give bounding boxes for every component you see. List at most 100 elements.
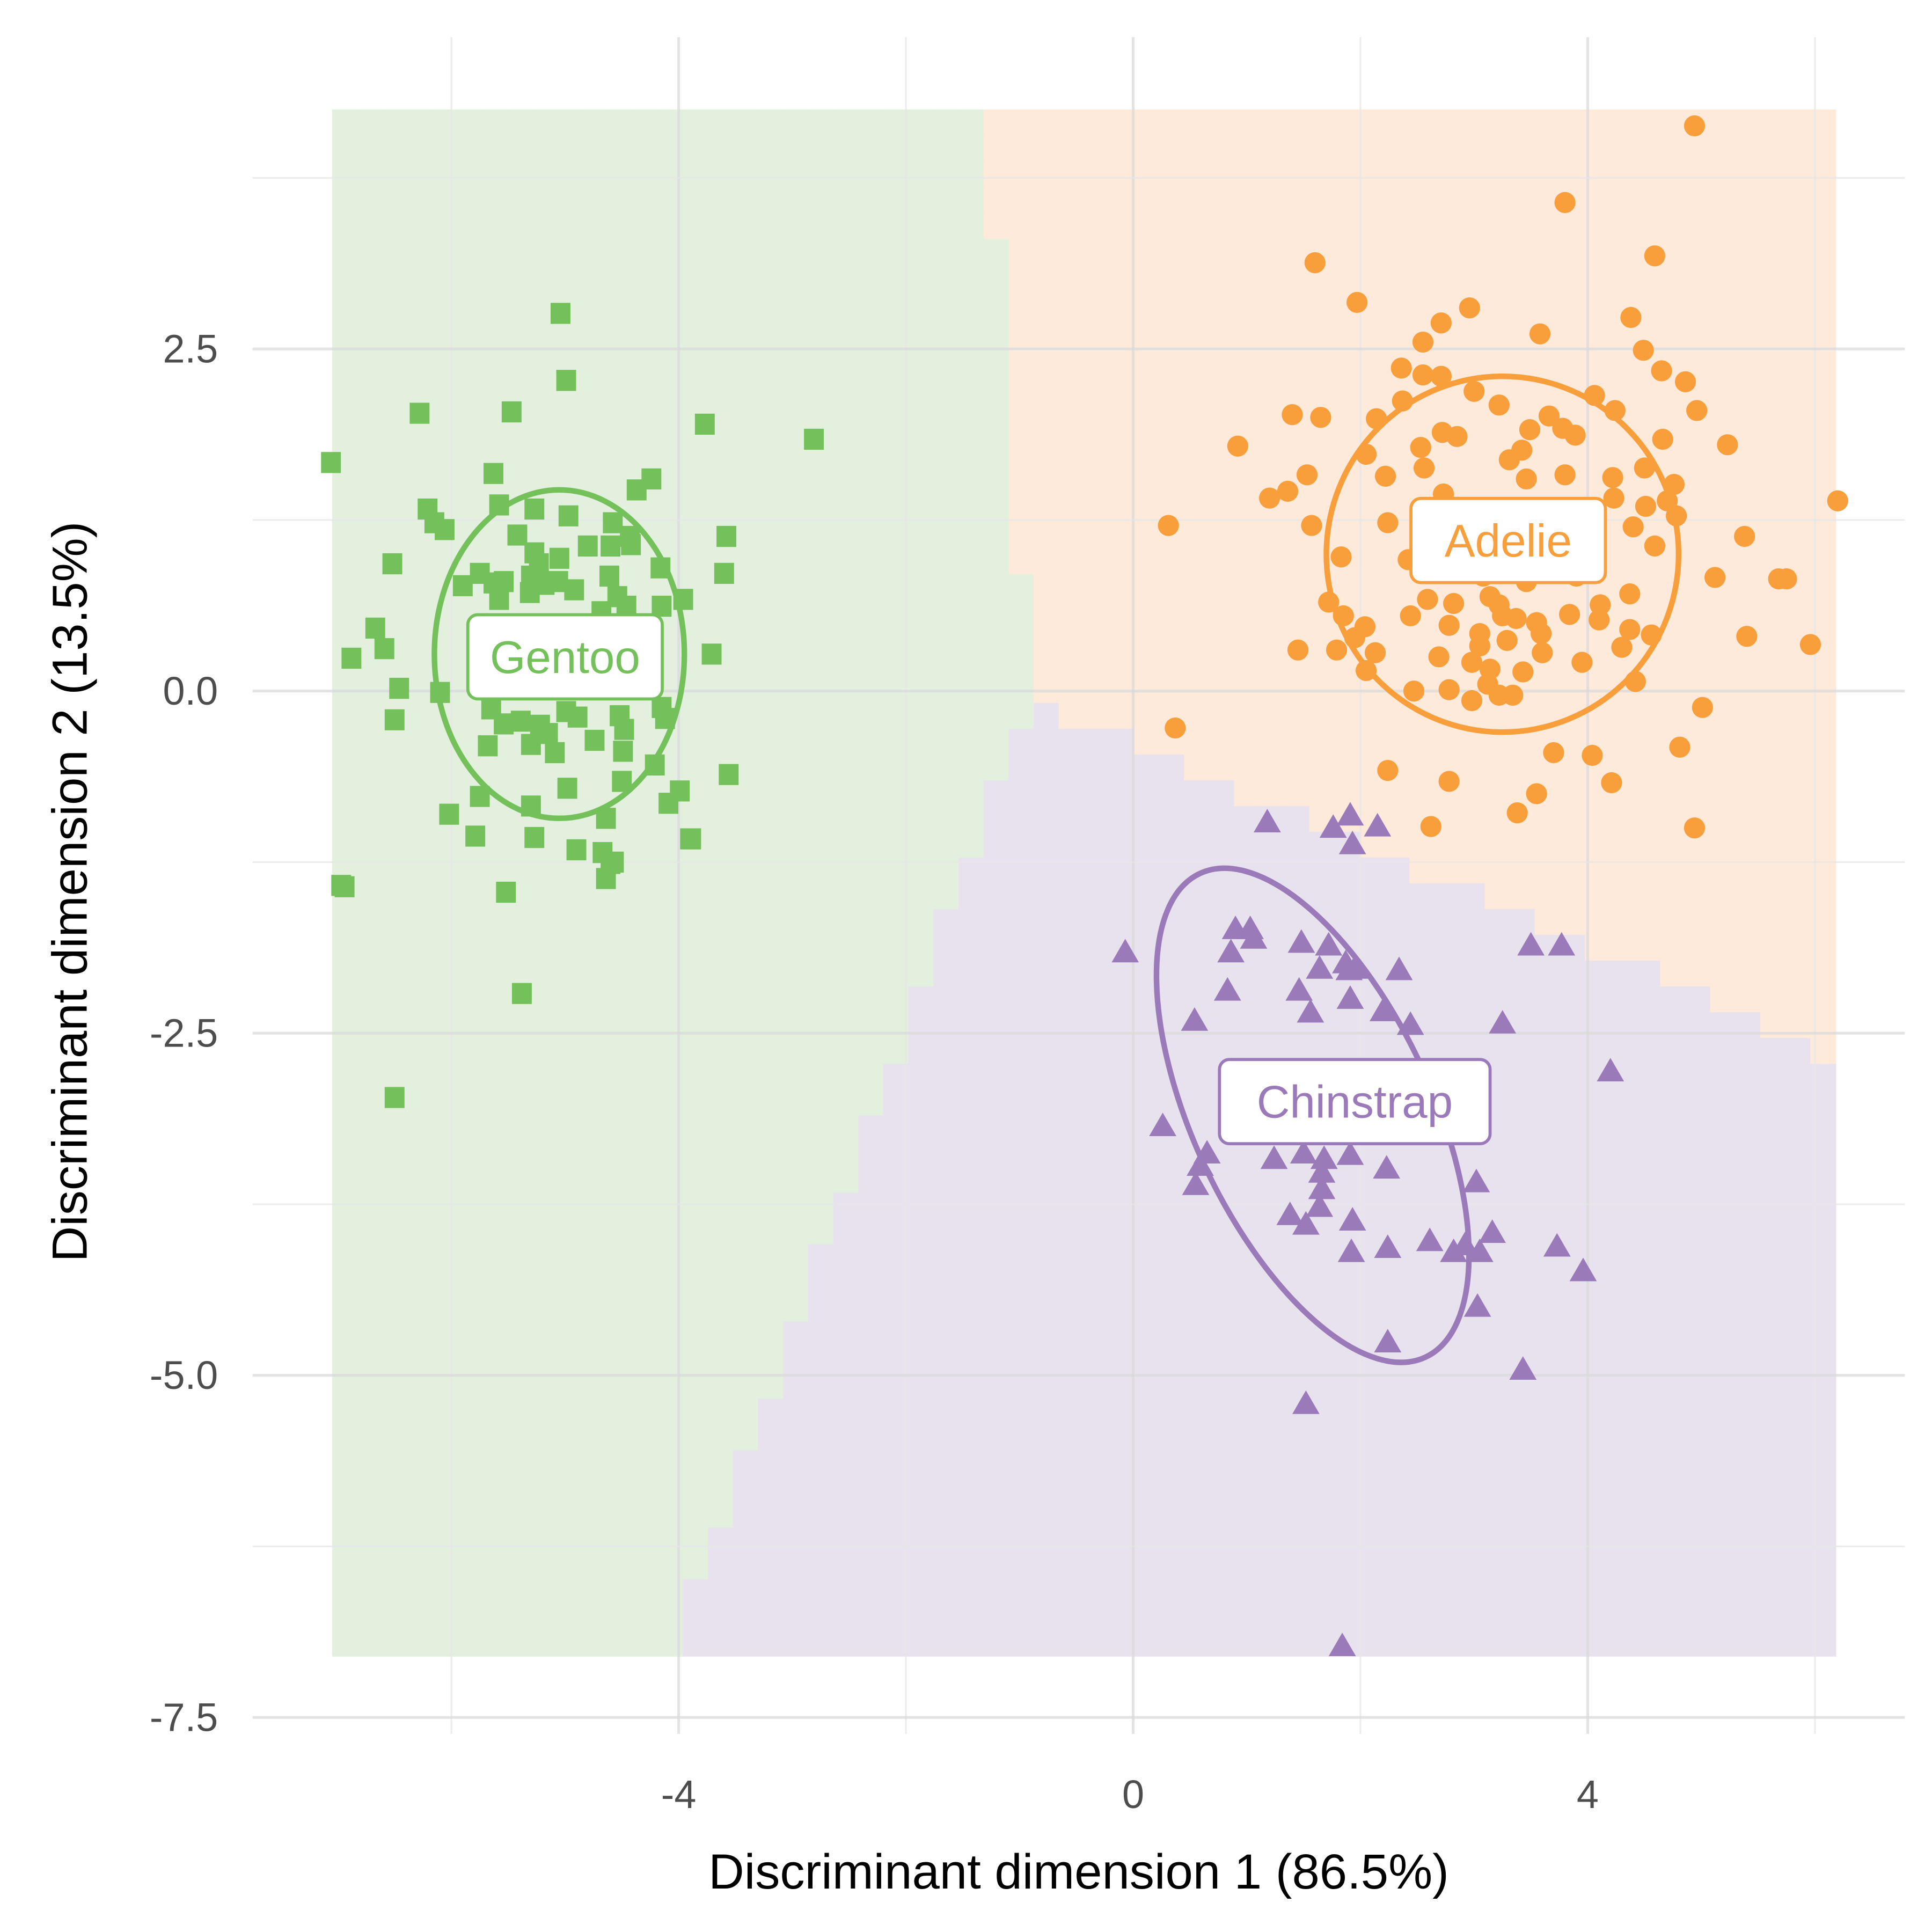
region-cell-chinstrap xyxy=(1785,1501,1811,1528)
region-cell-adelie xyxy=(1084,470,1110,497)
region-cell-adelie xyxy=(1534,290,1561,317)
region-cell-gentoo xyxy=(708,1218,734,1245)
point-gentoo xyxy=(496,881,516,903)
region-cell-chinstrap xyxy=(1685,1346,1711,1373)
point-adelie xyxy=(1768,568,1789,590)
region-cell-adelie xyxy=(1785,960,1811,987)
region-cell-gentoo xyxy=(507,1269,533,1296)
region-cell-adelie xyxy=(1585,238,1611,265)
region-cell-chinstrap xyxy=(933,985,960,1013)
region-cell-gentoo xyxy=(858,290,884,317)
region-cell-chinstrap xyxy=(958,960,985,987)
region-cell-gentoo xyxy=(457,1424,484,1451)
region-cell-gentoo xyxy=(858,908,884,935)
region-cell-chinstrap xyxy=(1109,805,1135,832)
region-cell-chinstrap xyxy=(783,1527,809,1554)
point-adelie xyxy=(1526,783,1547,804)
region-cell-chinstrap xyxy=(1058,1372,1085,1399)
point-adelie xyxy=(1502,684,1524,706)
region-cell-adelie xyxy=(1735,882,1761,910)
region-cell-chinstrap xyxy=(883,1088,910,1116)
region-cell-chinstrap xyxy=(1058,1166,1085,1193)
region-cell-chinstrap xyxy=(1785,1527,1811,1554)
point-gentoo xyxy=(603,512,623,533)
region-cell-gentoo xyxy=(332,831,358,858)
region-cell-adelie xyxy=(1660,316,1686,342)
region-cell-gentoo xyxy=(382,522,408,548)
region-cell-adelie xyxy=(1685,316,1711,342)
region-cell-gentoo xyxy=(833,1063,859,1090)
region-cell-chinstrap xyxy=(1259,1321,1285,1348)
region-cell-gentoo xyxy=(858,496,884,523)
region-cell-adelie xyxy=(1109,496,1135,523)
region-cell-adelie xyxy=(1510,753,1536,780)
class-label-text: Adelie xyxy=(1445,516,1572,567)
region-cell-gentoo xyxy=(733,1346,759,1373)
region-cell-gentoo xyxy=(908,444,934,471)
region-cell-adelie xyxy=(1359,573,1386,600)
region-cell-gentoo xyxy=(883,419,910,445)
region-cell-chinstrap xyxy=(1435,1553,1461,1579)
region-cell-chinstrap xyxy=(1109,960,1135,987)
region-cell-gentoo xyxy=(457,1475,484,1502)
region-cell-gentoo xyxy=(332,1295,358,1322)
region-cell-chinstrap xyxy=(1534,1346,1561,1373)
region-cell-adelie xyxy=(1760,341,1787,368)
region-cell-chinstrap xyxy=(1785,1578,1811,1605)
region-cell-gentoo xyxy=(733,341,759,368)
region-cell-chinstrap xyxy=(1309,1243,1335,1270)
region-cell-gentoo xyxy=(332,805,358,832)
region-cell-gentoo xyxy=(432,470,458,497)
region-cell-chinstrap xyxy=(933,908,960,935)
y-tick-label: -7.5 xyxy=(150,1695,218,1740)
region-cell-adelie xyxy=(1133,213,1160,239)
region-cell-chinstrap xyxy=(1209,1218,1235,1245)
region-cell-adelie xyxy=(1409,779,1436,807)
region-cell-gentoo xyxy=(407,1630,433,1657)
region-cell-gentoo xyxy=(858,960,884,987)
region-cell-gentoo xyxy=(858,316,884,342)
region-cell-chinstrap xyxy=(1785,1243,1811,1270)
region-cell-adelie xyxy=(1735,393,1761,420)
region-cell-gentoo xyxy=(457,290,484,317)
region-cell-chinstrap xyxy=(1084,1191,1110,1219)
region-cell-chinstrap xyxy=(1184,1604,1210,1631)
region-cell-chinstrap xyxy=(858,1114,884,1141)
region-cell-chinstrap xyxy=(1133,1037,1160,1064)
region-cell-gentoo xyxy=(883,135,910,162)
region-cell-chinstrap xyxy=(1435,908,1461,935)
region-cell-adelie xyxy=(1609,805,1636,832)
region-cell-chinstrap xyxy=(1484,1604,1511,1631)
region-cell-gentoo xyxy=(582,960,609,987)
point-gentoo xyxy=(452,575,473,596)
region-cell-chinstrap xyxy=(1008,908,1035,935)
region-cell-chinstrap xyxy=(958,1604,985,1631)
region-cell-gentoo xyxy=(582,367,609,394)
point-chinstrap xyxy=(1548,932,1576,956)
region-cell-gentoo xyxy=(407,573,433,600)
region-cell-chinstrap xyxy=(1484,934,1511,961)
point-chinstrap xyxy=(1462,1168,1490,1192)
region-cell-adelie xyxy=(1735,341,1761,368)
point-chinstrap xyxy=(1310,1145,1338,1169)
region-cell-gentoo xyxy=(532,1218,559,1245)
region-cell-adelie xyxy=(1409,625,1436,652)
region-cell-gentoo xyxy=(633,1218,659,1245)
region-cell-adelie xyxy=(1058,367,1085,394)
region-cell-gentoo xyxy=(983,470,1009,497)
region-cell-gentoo xyxy=(482,1243,509,1270)
region-cell-gentoo xyxy=(908,934,934,961)
region-cell-adelie xyxy=(1084,290,1110,317)
region-cell-chinstrap xyxy=(1609,1604,1636,1631)
region-cell-gentoo xyxy=(432,1398,458,1425)
region-cell-chinstrap xyxy=(1184,1295,1210,1322)
region-cell-chinstrap xyxy=(1760,1450,1787,1476)
region-cell-gentoo xyxy=(683,264,709,291)
region-cell-gentoo xyxy=(532,1450,559,1476)
region-cell-gentoo xyxy=(633,1604,659,1631)
point-adelie xyxy=(1652,428,1673,450)
region-cell-gentoo xyxy=(357,908,383,935)
region-cell-gentoo xyxy=(758,238,784,265)
region-cell-gentoo xyxy=(708,444,734,471)
region-cell-chinstrap xyxy=(1133,1553,1160,1579)
